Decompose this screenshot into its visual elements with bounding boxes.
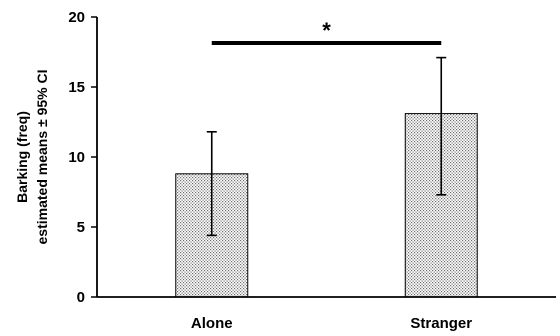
y-tick-label: 15 [68, 79, 85, 96]
y-tick-label: 0 [77, 289, 85, 306]
axes [96, 17, 556, 298]
x-tick-label-stranger: Stranger [410, 315, 472, 332]
y-tick-label: 5 [77, 219, 85, 236]
x-tick-label-alone: Alone [191, 315, 233, 332]
y-tick-label: 10 [68, 149, 85, 166]
error-bars [206, 56, 447, 237]
y-axis-label-line1: Barking (freq) [14, 111, 30, 203]
significance-annotation: * [211, 18, 442, 45]
y-axis-label-line2: estimated means ± 95% CI [34, 70, 50, 245]
y-tick-label: 20 [68, 9, 85, 26]
y-axis-label: Barking (freq) estimated means ± 95% CI [14, 70, 50, 245]
significance-star: * [322, 18, 331, 43]
y-axis-ticks: 0 5 10 15 20 [68, 9, 97, 306]
x-axis-tick-labels: Alone Stranger [191, 315, 472, 332]
bars [175, 113, 478, 298]
